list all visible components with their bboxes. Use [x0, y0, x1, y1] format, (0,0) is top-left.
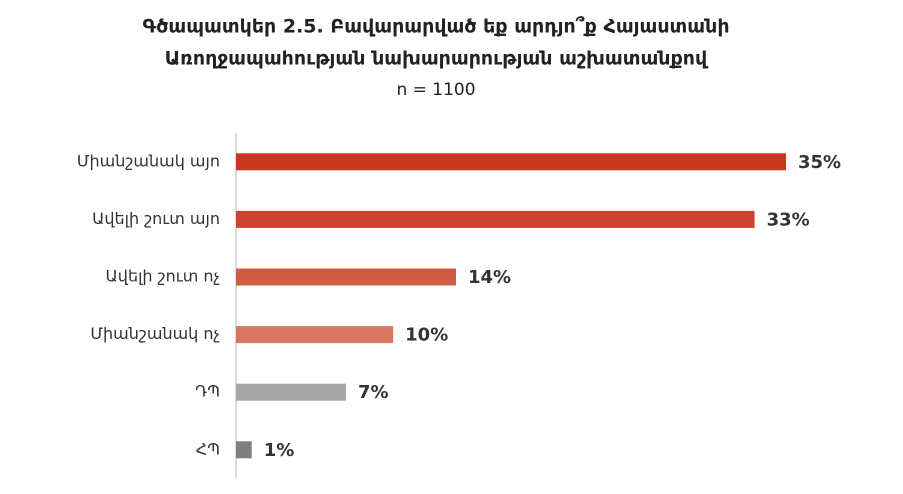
chart-title: Առողջապահության նախարարության աշխատանքով [165, 48, 709, 70]
y-tick-label: Ավելի շուտ ոչ [106, 267, 220, 286]
bar [236, 326, 394, 344]
bar [236, 383, 346, 401]
value-label: 7% [358, 382, 389, 403]
y-tick-label: ՀՊ [196, 439, 220, 458]
bar [236, 210, 755, 228]
y-tick-label: Ավելի շուտ այո [92, 209, 220, 228]
y-tick-label: ԴՊ [195, 382, 220, 401]
value-label: 10% [405, 325, 448, 346]
bar [236, 441, 252, 459]
y-tick-label: Միանշանակ այո [77, 151, 220, 170]
value-label: 14% [468, 267, 511, 288]
bar [236, 153, 786, 171]
value-label: 33% [767, 209, 810, 230]
bar [236, 268, 456, 286]
chart-title: Գծապատկեր 2.5. Բավարարված եք արդյո՞ք Հայ… [142, 15, 729, 38]
value-label: 35% [798, 152, 841, 173]
y-tick-label: Միանշանակ ոչ [90, 324, 220, 343]
value-label: 1% [264, 440, 295, 461]
chart-subtitle: n = 1100 [396, 80, 475, 100]
